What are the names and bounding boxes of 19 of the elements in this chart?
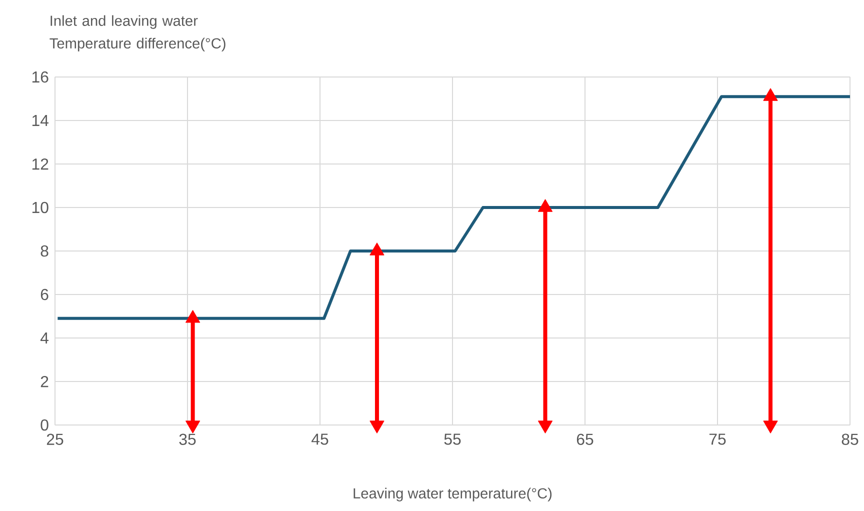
y-tick-label: 4	[40, 332, 49, 344]
x-tick-label: 25	[46, 434, 64, 445]
y-tick-label: 12	[32, 158, 48, 170]
x-tick-label: 75	[709, 434, 726, 445]
y-tick-label: 6	[40, 288, 48, 300]
x-tick-label: 65	[576, 434, 594, 445]
y-tick-label: 2	[40, 376, 48, 388]
y-axis-title: Inlet and leaving water Temperature difference(°C)	[50, 15, 226, 52]
x-tick-label: 55	[444, 434, 461, 445]
y-tick-label: 0	[40, 419, 48, 431]
x-axis-title: Leaving water temperature(°C)	[354, 488, 552, 502]
y-tick-label: 10	[32, 202, 48, 214]
y-tick-label: 14	[32, 115, 48, 126]
x-tick-label: 45	[312, 434, 328, 445]
y-tick-label: 8	[40, 245, 48, 257]
x-tick-label: 85	[842, 434, 858, 445]
line-series	[56, 95, 852, 320]
y-tick-label: 16	[32, 71, 48, 83]
x-tick-label: 35	[179, 434, 196, 445]
